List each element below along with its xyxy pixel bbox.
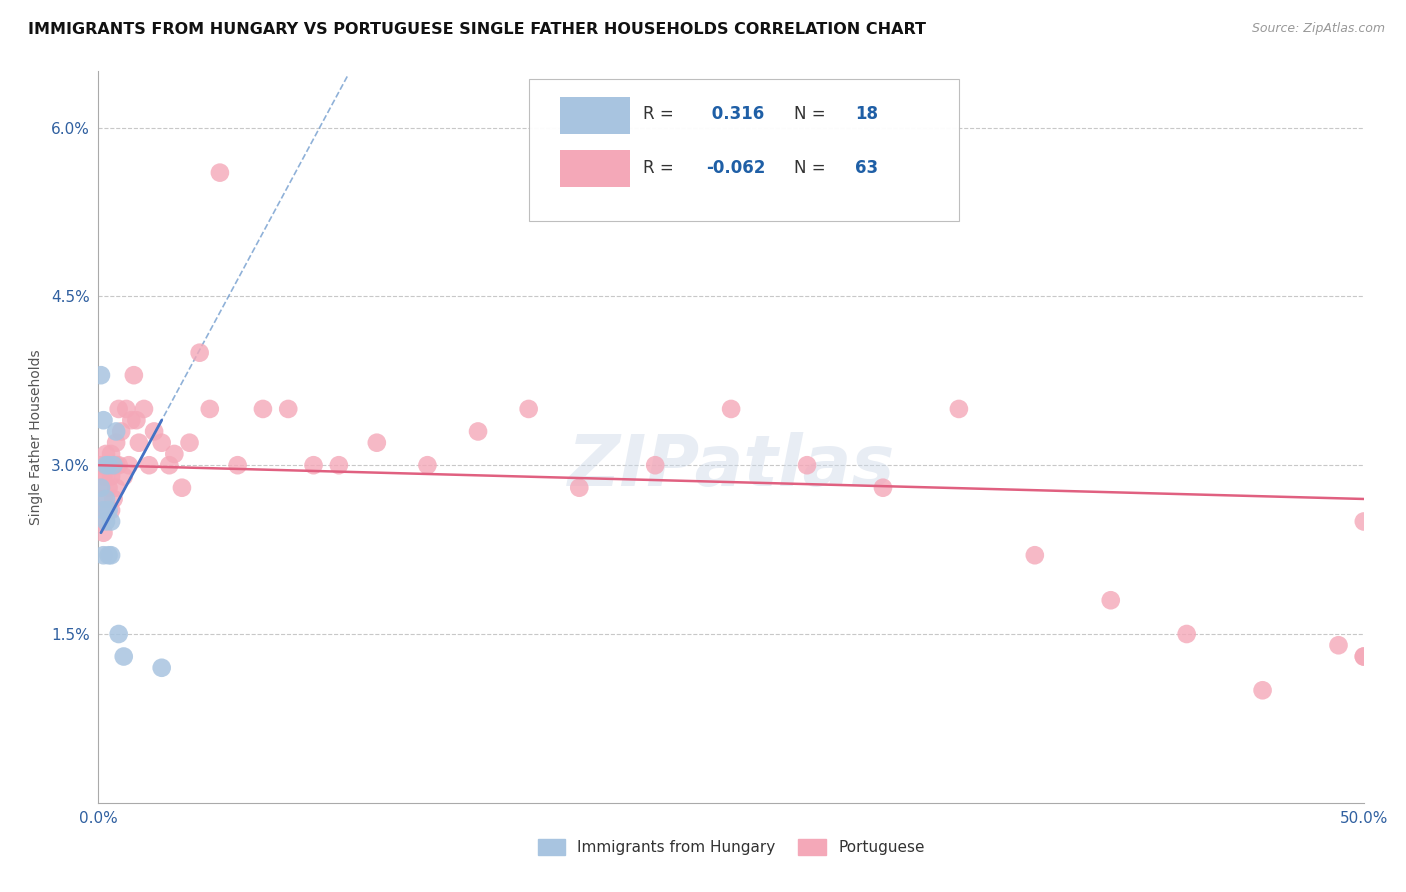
Point bbox=[110, 425, 132, 439]
Point bbox=[93, 548, 115, 562]
Point bbox=[93, 413, 115, 427]
Text: R =: R = bbox=[643, 159, 679, 177]
Point bbox=[277, 401, 299, 416]
Point bbox=[94, 469, 117, 483]
Point bbox=[94, 515, 117, 529]
FancyBboxPatch shape bbox=[560, 97, 630, 134]
Point bbox=[107, 458, 129, 473]
Point bbox=[97, 548, 120, 562]
Point bbox=[198, 401, 221, 416]
Point bbox=[179, 435, 201, 450]
Point bbox=[328, 458, 350, 473]
Point bbox=[120, 413, 142, 427]
Point bbox=[517, 401, 540, 416]
Point bbox=[118, 458, 141, 473]
Text: R =: R = bbox=[643, 104, 679, 123]
Point bbox=[143, 425, 166, 439]
FancyBboxPatch shape bbox=[560, 151, 630, 187]
Point bbox=[128, 435, 150, 450]
Point bbox=[103, 458, 125, 473]
Point bbox=[107, 627, 129, 641]
Text: N =: N = bbox=[794, 159, 831, 177]
Point bbox=[208, 166, 231, 180]
Point bbox=[1099, 593, 1122, 607]
Point bbox=[90, 368, 112, 383]
Text: Source: ZipAtlas.com: Source: ZipAtlas.com bbox=[1251, 22, 1385, 36]
Point bbox=[122, 368, 145, 383]
Point bbox=[302, 458, 325, 473]
Point bbox=[157, 458, 180, 473]
Text: IMMIGRANTS FROM HUNGARY VS PORTUGUESE SINGLE FATHER HOUSEHOLDS CORRELATION CHART: IMMIGRANTS FROM HUNGARY VS PORTUGUESE SI… bbox=[28, 22, 927, 37]
Point bbox=[90, 481, 112, 495]
Point bbox=[115, 401, 138, 416]
Point bbox=[97, 458, 120, 473]
Legend: Immigrants from Hungary, Portuguese: Immigrants from Hungary, Portuguese bbox=[531, 833, 931, 861]
Point bbox=[138, 458, 160, 473]
Point bbox=[125, 413, 148, 427]
Text: N =: N = bbox=[794, 104, 831, 123]
Point bbox=[132, 401, 155, 416]
Point bbox=[97, 503, 120, 517]
Point bbox=[94, 458, 117, 473]
Point bbox=[93, 525, 115, 540]
Point bbox=[100, 515, 122, 529]
Point bbox=[150, 661, 173, 675]
Point bbox=[1353, 649, 1375, 664]
Point bbox=[97, 481, 120, 495]
Point bbox=[1353, 649, 1375, 664]
Point bbox=[105, 481, 128, 495]
Point bbox=[188, 345, 211, 359]
Point bbox=[948, 401, 970, 416]
Point bbox=[93, 503, 115, 517]
Point bbox=[163, 447, 186, 461]
Point bbox=[170, 481, 193, 495]
Point bbox=[644, 458, 666, 473]
Point bbox=[100, 548, 122, 562]
Point bbox=[150, 435, 173, 450]
Text: 0.316: 0.316 bbox=[706, 104, 763, 123]
Point bbox=[112, 469, 135, 483]
Point bbox=[252, 401, 274, 416]
Point bbox=[105, 435, 128, 450]
Point bbox=[568, 481, 591, 495]
Point bbox=[105, 425, 128, 439]
Point bbox=[107, 401, 129, 416]
Point bbox=[93, 469, 115, 483]
Point bbox=[467, 425, 489, 439]
Point bbox=[93, 491, 115, 506]
Point bbox=[100, 447, 122, 461]
Point bbox=[1251, 683, 1274, 698]
Text: 63: 63 bbox=[855, 159, 879, 177]
Point bbox=[112, 649, 135, 664]
Point bbox=[720, 401, 742, 416]
Text: 18: 18 bbox=[855, 104, 879, 123]
Point bbox=[90, 481, 112, 495]
Point bbox=[94, 491, 117, 506]
Point bbox=[90, 458, 112, 473]
Point bbox=[100, 469, 122, 483]
Point bbox=[1175, 627, 1198, 641]
Point bbox=[100, 503, 122, 517]
Text: -0.062: -0.062 bbox=[706, 159, 765, 177]
Point bbox=[366, 435, 388, 450]
Point bbox=[94, 447, 117, 461]
Y-axis label: Single Father Households: Single Father Households bbox=[30, 350, 42, 524]
FancyBboxPatch shape bbox=[529, 78, 959, 221]
Point bbox=[226, 458, 249, 473]
Point bbox=[103, 458, 125, 473]
Point bbox=[1327, 638, 1350, 652]
Point bbox=[1353, 515, 1375, 529]
Point bbox=[105, 458, 128, 473]
Point bbox=[796, 458, 818, 473]
Point bbox=[97, 458, 120, 473]
Point bbox=[94, 503, 117, 517]
Point bbox=[872, 481, 894, 495]
Point bbox=[416, 458, 439, 473]
Point bbox=[90, 515, 112, 529]
Text: ZIPatlas: ZIPatlas bbox=[568, 432, 894, 500]
Point bbox=[103, 491, 125, 506]
Point bbox=[1024, 548, 1046, 562]
